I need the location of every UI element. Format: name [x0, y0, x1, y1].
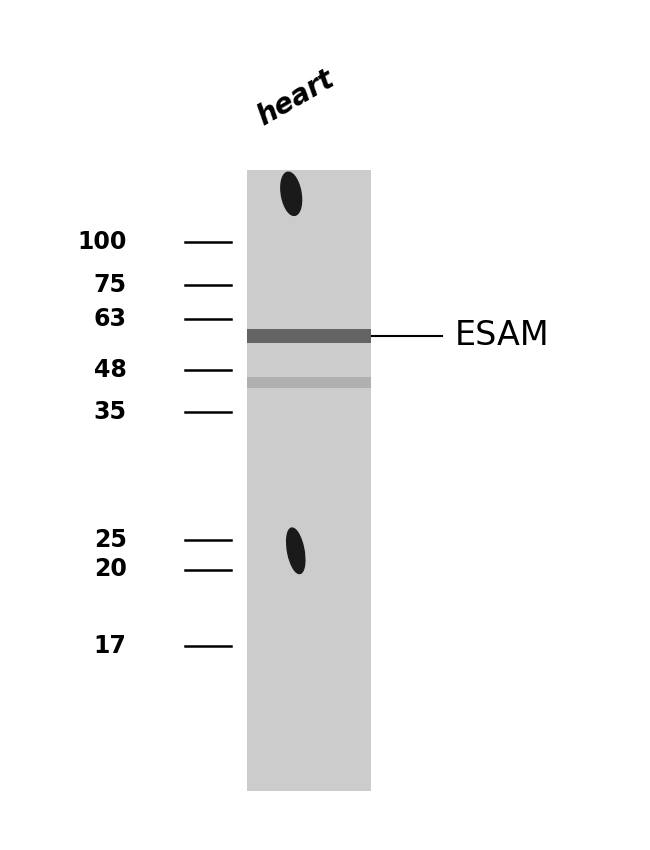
Text: 48: 48	[94, 358, 127, 382]
Bar	[247, 377, 370, 388]
Text: 17: 17	[94, 634, 127, 658]
Text: 63: 63	[94, 307, 127, 331]
Text: heart: heart	[252, 65, 339, 131]
Ellipse shape	[281, 173, 302, 215]
Text: 100: 100	[77, 230, 127, 254]
Text: 75: 75	[94, 273, 127, 297]
Bar	[247, 170, 370, 790]
Ellipse shape	[287, 528, 305, 574]
Text: 35: 35	[94, 400, 127, 424]
Text: 20: 20	[94, 558, 127, 581]
Text: 25: 25	[94, 528, 127, 552]
Bar	[247, 329, 370, 343]
Text: ESAM: ESAM	[455, 320, 550, 352]
